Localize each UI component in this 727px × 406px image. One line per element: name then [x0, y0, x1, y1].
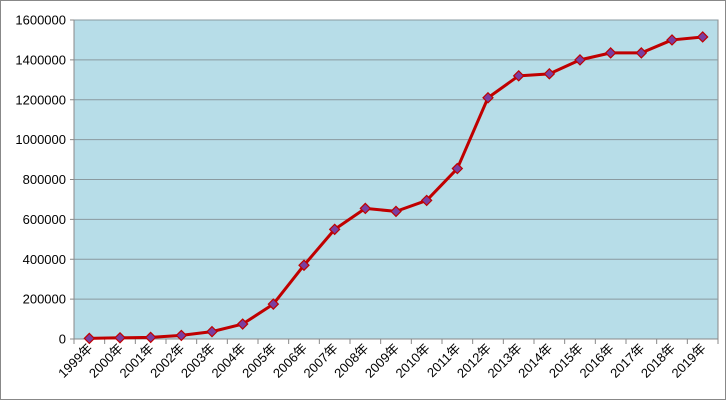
data-point: [574, 54, 586, 66]
y-tick-label: 600000: [23, 212, 66, 227]
data-point: [359, 202, 372, 215]
y-tick-label: 1400000: [15, 52, 66, 67]
data-point: [390, 205, 402, 218]
data-point: [236, 318, 249, 330]
data-point: [696, 31, 709, 43]
data-point: [144, 331, 157, 344]
data-point: [175, 329, 188, 342]
data-point: [267, 298, 280, 310]
y-tick-label: 1600000: [15, 13, 66, 28]
data-point: [543, 67, 556, 80]
data-point: [298, 259, 310, 272]
data-point: [83, 332, 96, 345]
data-point: [635, 47, 648, 59]
y-tick-label: 1000000: [15, 132, 66, 147]
y-tick-label: 400000: [23, 252, 66, 267]
y-tick-label: 0: [59, 332, 66, 347]
data-point: [328, 223, 341, 236]
data-point: [420, 194, 433, 207]
data-point: [451, 162, 464, 175]
data-point: [482, 91, 494, 104]
data-point: [114, 331, 126, 344]
y-tick-label: 200000: [23, 292, 66, 307]
data-point: [512, 69, 525, 82]
data-point: [206, 325, 218, 338]
y-tick-label: 1200000: [15, 92, 66, 107]
y-tick-label: 800000: [23, 172, 66, 187]
data-point: [604, 47, 617, 59]
data-point: [666, 34, 678, 46]
